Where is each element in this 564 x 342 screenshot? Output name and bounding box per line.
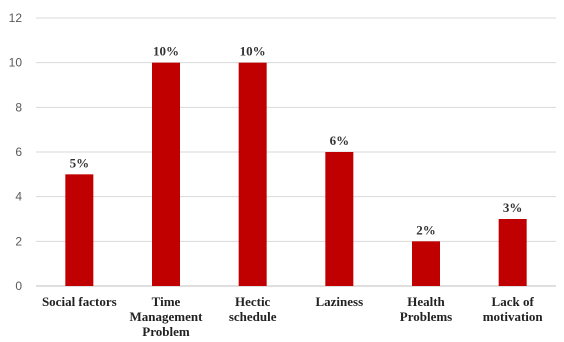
bar: [238, 62, 267, 286]
y-axis-tick-labels: 0 2 4 6 8 10 12: [9, 11, 23, 293]
data-label: 2%: [416, 222, 436, 237]
y-tick-label: 0: [15, 279, 22, 293]
category-label-line: schedule: [229, 309, 277, 324]
bars: [65, 62, 527, 286]
category-label-line: Lack of: [492, 294, 535, 309]
data-label: 6%: [330, 133, 350, 148]
bar: [152, 62, 180, 286]
category-label-line: Laziness: [315, 294, 363, 309]
y-tick-label: 12: [9, 11, 23, 25]
bar: [65, 174, 94, 286]
category-label-line: Hectic: [235, 294, 271, 309]
category-label: Laziness: [315, 294, 363, 309]
category-label: Lack of motivation: [483, 294, 544, 324]
category-label-line: motivation: [483, 309, 544, 324]
y-tick-label: 2: [15, 234, 22, 248]
data-label: 10%: [153, 44, 179, 59]
category-label-line: Problems: [400, 309, 452, 324]
category-label-line: Health: [407, 294, 445, 309]
y-tick-label: 10: [9, 56, 23, 70]
data-label: 5%: [70, 155, 90, 170]
category-label-line: Time: [152, 294, 181, 309]
bar: [498, 219, 527, 286]
category-labels: Social factors Time Management Problem Hecti…: [42, 294, 543, 339]
category-label-line: Social factors: [42, 294, 117, 309]
data-labels: 5% 10% 10% 6% 2% 3%: [70, 44, 523, 238]
y-tick-label: 6: [15, 145, 22, 159]
bar: [412, 241, 440, 286]
y-tick-label: 8: [15, 100, 22, 114]
category-label: Social factors: [42, 294, 117, 309]
y-tick-label: 4: [15, 190, 22, 204]
category-label: Hectic schedule: [229, 294, 277, 324]
data-label: 3%: [503, 200, 523, 215]
category-label: Health Problems: [400, 294, 452, 324]
category-label-line: Management: [130, 309, 204, 324]
bar: [325, 152, 354, 286]
category-label: Time Management Problem: [130, 294, 204, 339]
data-label: 10%: [240, 44, 266, 59]
category-label-line: Problem: [142, 324, 190, 339]
grid-lines: [36, 17, 556, 287]
